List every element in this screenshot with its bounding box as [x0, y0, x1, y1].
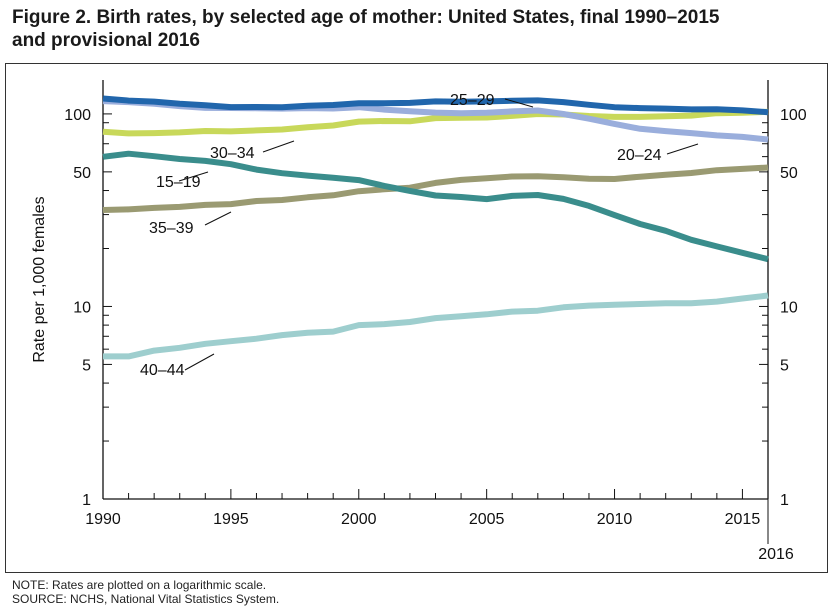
y-tick-label-right: 1 — [780, 492, 789, 509]
figure-title-line1: Figure 2. Birth rates, by selected age o… — [12, 7, 720, 28]
series-label-35-39: 35–39 — [149, 220, 194, 237]
series-leader-20-24 — [666, 143, 699, 155]
y-tick-label-left: 10 — [73, 299, 91, 316]
series-leader-30-34 — [262, 140, 295, 153]
x-tick-label: 1990 — [85, 511, 121, 528]
y-tick-label-left: 1 — [82, 492, 91, 509]
note-text: NOTE: Rates are plotted on a logarithmic… — [12, 578, 267, 592]
x-tick-label-2016: 2016 — [758, 546, 794, 563]
series-line-30-34 — [102, 108, 769, 137]
figure-title: Figure 2. Birth rates, by selected age o… — [12, 6, 827, 52]
y-tick-label-left: 5 — [82, 357, 91, 374]
chart-axes: 1 1 5 5 10 10 50 50 100 100 1990 1995 2000 2005 2010 20… — [31, 80, 807, 563]
chart-notes: NOTE: Rates are plotted on a logarithmic… — [12, 578, 279, 606]
series-label-25-29: 25–29 — [450, 92, 495, 109]
x-tick-label: 2010 — [597, 511, 633, 528]
series-layer — [102, 95, 769, 360]
y-axis-title: Rate per 1,000 females — [31, 196, 48, 362]
y-tick-label-right: 5 — [780, 357, 789, 374]
y-tick-label-right: 100 — [780, 107, 807, 124]
series-label-20-24: 20–24 — [617, 147, 662, 164]
series-line-25-29 — [102, 95, 769, 116]
chart-frame — [5, 63, 828, 573]
series-leader-15-19 — [178, 171, 209, 182]
series-line-15-19 — [102, 150, 769, 263]
source-text: SOURCE: NCHS, National Vital Statistics … — [12, 592, 280, 606]
x-tick-label: 1995 — [213, 511, 249, 528]
x-tick-label: 2000 — [341, 511, 377, 528]
x-tick-label: 2015 — [725, 511, 761, 528]
series-line-40-44 — [103, 292, 769, 360]
y-tick-label-right: 50 — [780, 165, 798, 182]
figure-title-line2: and provisional 2016 — [12, 30, 200, 51]
x-tick-label: 2005 — [469, 511, 505, 528]
series-label-30-34: 30–34 — [210, 145, 255, 162]
series-line-35-39 — [102, 164, 769, 213]
y-tick-label-right: 10 — [780, 299, 798, 316]
series-leader-40-44 — [184, 353, 215, 371]
series-leader-35-39 — [204, 211, 232, 226]
y-tick-label-left: 100 — [64, 107, 91, 124]
y-tick-label-left: 50 — [73, 165, 91, 182]
series-leader-25-29 — [504, 98, 534, 108]
series-label-40-44: 40–44 — [140, 362, 185, 379]
series-label-15-19: 15–19 — [156, 174, 201, 191]
series-labels: 15–19 20–24 25–29 30–34 35–39 40–44 — [140, 92, 699, 379]
